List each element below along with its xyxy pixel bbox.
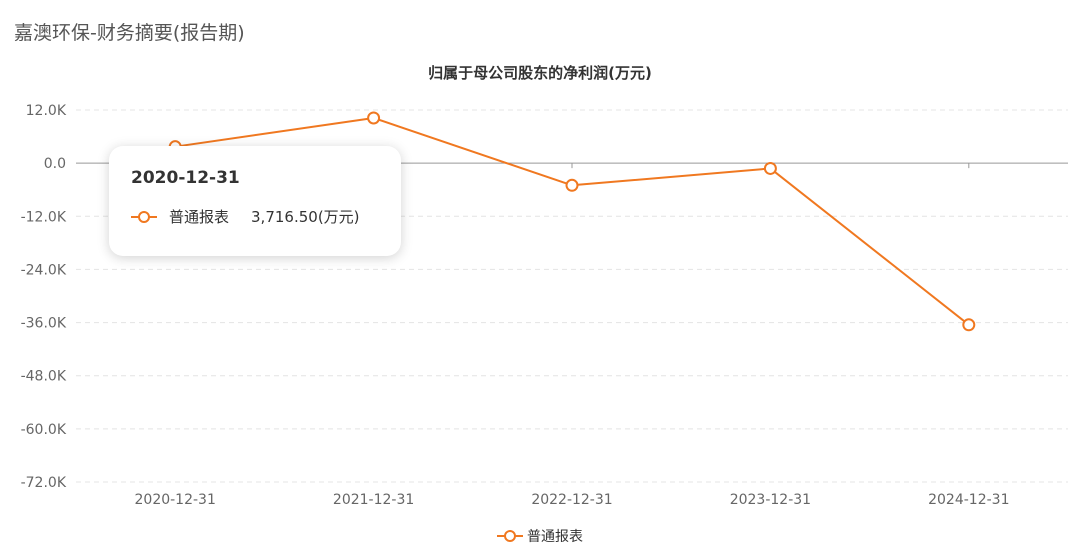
tooltip-date: 2020-12-31 [131,168,240,188]
chart-legend[interactable]: 普通报表 [0,526,1080,546]
data-tooltip: 2020-12-31 普通报表 3,716.50(万元) [109,146,401,256]
legend-marker-icon [497,530,523,542]
y-tick-label: -60.0K [21,422,67,438]
legend-label: 普通报表 [527,529,583,545]
chart-title: 归属于母公司股东的净利润(万元) [428,64,652,82]
data-point [962,318,976,332]
data-point [367,111,381,125]
tooltip-row: 普通报表 3,716.50(万元) [131,206,401,227]
x-tick-label: 2023-12-31 [730,492,811,508]
data-point [763,161,777,175]
page-title: 嘉澳环保-财务摘要(报告期) [14,22,245,44]
y-tick-label: -12.0K [21,209,67,225]
x-tick-label: 2024-12-31 [928,492,1009,508]
y-tick-label: -36.0K [21,316,67,332]
x-tick-label: 2022-12-31 [531,492,612,508]
series-marker-icon [131,210,157,223]
y-tick-label: 0.0 [44,156,66,172]
data-point [565,178,579,192]
y-tick-label: 12.0K [26,103,67,119]
x-tick-label: 2020-12-31 [135,492,216,508]
tooltip-value: 3,716.50(万元) [251,208,360,226]
x-tick-label: 2021-12-31 [333,492,414,508]
tooltip-series-name: 普通报表 [169,208,230,226]
y-tick-label: -48.0K [21,369,67,385]
y-tick-label: -24.0K [21,262,67,278]
y-tick-label: -72.0K [21,475,67,491]
